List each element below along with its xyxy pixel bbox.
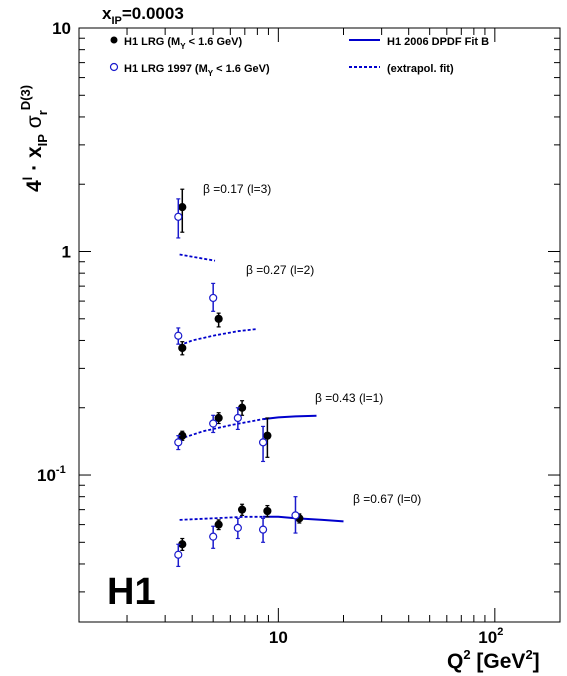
data-point-lrg97	[233, 413, 242, 423]
data-point-lrg	[214, 520, 223, 529]
legend-label-lrg97: H1 LRG 1997 (MY < 1.6 GeV)	[124, 63, 270, 78]
extrapolated-curve	[179, 328, 258, 347]
axis-tick-labels: 10 1 10-1 10 102	[37, 19, 503, 647]
beta-label-l2: β =0.27 (l=2)	[246, 263, 314, 277]
data-point-lrg	[214, 413, 223, 423]
y-tick-label: 10	[52, 19, 71, 38]
legend-label-fit: H1 2006 DPDF Fit B	[387, 36, 489, 48]
data-point-lrg97	[174, 331, 183, 340]
y-tick-label: 10-1	[37, 464, 66, 485]
legend: H1 LRG (MY < 1.6 GeV) H1 LRG 1997 (MY < …	[109, 36, 489, 78]
h1-logo: H1	[107, 571, 156, 613]
data-point-lrg97	[209, 293, 218, 303]
plot-frame	[78, 27, 561, 623]
axis-ticks	[79, 27, 561, 622]
extrapolated-curve	[179, 253, 216, 262]
data-point-lrg97	[291, 511, 300, 520]
data-point-lrg97	[209, 532, 218, 541]
y-axis-title: 4l · xIP σrD(3)	[18, 85, 50, 192]
x-axis-title: Q2 [GeV2]	[447, 647, 540, 673]
data-point-lrg	[263, 431, 272, 440]
data-point-lrg97	[209, 419, 218, 428]
data-point-lrg97	[258, 438, 268, 447]
data-point-lrg97	[174, 438, 183, 447]
beta-label-l3: β =0.17 (l=3)	[203, 182, 271, 196]
beta-label-l0: β =0.67 (l=0)	[353, 492, 421, 506]
y-tick-label: 1	[62, 243, 71, 262]
xip-header: xIP=0.0003	[102, 4, 184, 27]
legend-marker-lrg97	[109, 62, 119, 72]
legend-marker-lrg	[110, 36, 118, 44]
data-point-lrg	[178, 203, 187, 212]
x-tick-label: 10	[269, 628, 288, 647]
data-point-lrg	[263, 506, 272, 516]
data-point-lrg97	[174, 550, 183, 559]
legend-label-extrap: (extrapol. fit)	[387, 63, 454, 75]
x-tick-label: 102	[478, 626, 503, 647]
data-point-lrg	[178, 343, 187, 353]
data-point-lrg	[214, 314, 223, 323]
data-point-lrg97	[233, 523, 242, 533]
data-point-lrg97	[174, 212, 183, 221]
legend-label-lrg: H1 LRG (MY < 1.6 GeV)	[124, 36, 242, 51]
data-point-lrg97	[258, 525, 268, 534]
fit-curve	[262, 414, 317, 421]
data-point-lrg	[237, 505, 247, 514]
data-points	[174, 188, 304, 568]
extrapolated-curve	[179, 418, 264, 440]
fit-curves	[179, 253, 344, 523]
beta-label-l1: β =0.43 (l=1)	[315, 391, 383, 405]
extrapolated-curve	[179, 515, 264, 521]
